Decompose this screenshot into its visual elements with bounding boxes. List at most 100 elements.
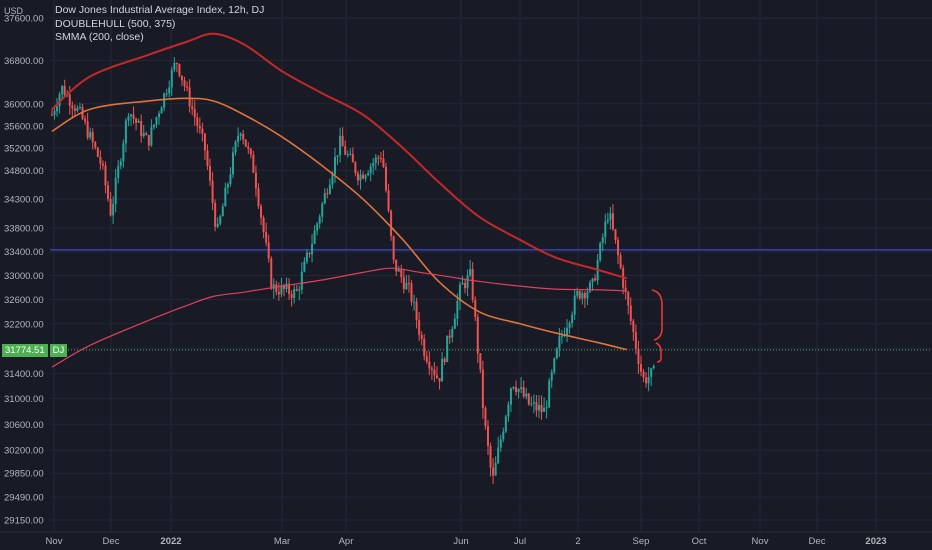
candle-body	[571, 314, 574, 324]
projection-bracket-upper	[651, 289, 663, 341]
candle-body	[68, 94, 71, 106]
candle-body	[191, 106, 194, 109]
x-tick-label: Oct	[692, 536, 707, 547]
candle-body	[433, 369, 436, 376]
candle-body	[369, 166, 372, 174]
candle-body	[76, 107, 79, 111]
candle-body	[545, 407, 548, 409]
candle-body	[591, 278, 594, 283]
candle-body	[73, 108, 76, 111]
candle-body	[300, 271, 303, 290]
candle-body	[650, 368, 653, 378]
x-tick-label: 2023	[865, 536, 886, 547]
candle-body	[145, 133, 148, 136]
indicator-line-doublehull-mid	[51, 97, 627, 351]
candle-body	[469, 268, 472, 276]
candle-body	[461, 282, 464, 285]
candle-body	[599, 243, 602, 261]
candle-body	[558, 336, 561, 349]
candle-body	[611, 213, 614, 230]
candle-body	[629, 305, 632, 321]
candlesticks	[50, 57, 655, 484]
candle-body	[578, 291, 581, 299]
candle-body	[277, 291, 280, 295]
candle-body	[466, 275, 469, 289]
indicator-smma[interactable]: SMMA (200, close)	[55, 31, 144, 43]
candle-body	[333, 156, 336, 175]
candle-body	[627, 291, 630, 306]
candle-body	[272, 284, 275, 289]
candle-body	[415, 301, 418, 321]
candle-body	[336, 155, 339, 157]
candle-body	[583, 293, 586, 299]
x-tick-label: Nov	[46, 536, 63, 547]
candle-body	[50, 114, 53, 116]
candle-body	[634, 332, 637, 349]
candle-body	[497, 447, 500, 463]
y-tick-label: 29150.00	[4, 516, 44, 527]
candle-body	[117, 165, 120, 179]
candle-body	[242, 133, 245, 140]
candle-body	[150, 127, 153, 146]
candle-body	[175, 62, 178, 65]
candle-body	[58, 94, 61, 107]
candle-body	[155, 117, 158, 125]
y-tick-label: 29850.00	[4, 469, 44, 480]
candle-body	[316, 223, 319, 231]
candle-body	[517, 388, 520, 393]
candle-body	[397, 269, 400, 272]
candle-body	[543, 407, 546, 412]
candle-body	[86, 121, 89, 138]
candle-body	[652, 366, 655, 369]
y-tick-label: 32600.00	[4, 295, 44, 306]
candle-body	[555, 348, 558, 359]
candle-body	[214, 202, 217, 227]
x-tick-label: 2022	[160, 536, 181, 547]
candle-body	[382, 158, 385, 167]
indicator-doublehull[interactable]: DOUBLEHULL (500, 375)	[55, 17, 176, 30]
candle-body	[229, 174, 232, 184]
candle-body	[305, 252, 308, 262]
candle-body	[78, 106, 81, 108]
candle-body	[379, 157, 382, 159]
candle-body	[364, 175, 367, 179]
candle-body	[441, 358, 444, 382]
candle-body	[489, 445, 492, 468]
candle-body	[606, 219, 609, 222]
candle-body	[476, 317, 479, 354]
candle-body	[313, 230, 316, 244]
candle-body	[532, 402, 535, 404]
candle-body	[252, 154, 255, 173]
x-tick-label: Sep	[633, 536, 650, 547]
candle-body	[132, 114, 135, 119]
candle-body	[525, 393, 528, 397]
candle-body	[140, 121, 143, 137]
candle-body	[63, 85, 66, 96]
candle-body	[481, 369, 484, 409]
candle-body	[180, 75, 183, 81]
candle-body	[443, 358, 446, 363]
y-tick-label: 33000.00	[4, 271, 44, 282]
y-tick-label: 36800.00	[4, 56, 44, 67]
candle-body	[560, 335, 563, 337]
candle-body	[135, 118, 138, 123]
y-axis: 37600.00 36800.00 36000.00 35600.00 35200.00…	[4, 14, 44, 527]
candle-body	[326, 193, 329, 195]
candle-body	[384, 166, 387, 191]
candle-body	[601, 237, 604, 244]
candle-body	[407, 282, 410, 284]
candle-body	[387, 190, 390, 211]
candle-body	[226, 183, 229, 188]
candle-body	[119, 161, 122, 166]
candle-body	[193, 108, 196, 118]
x-tick-label: Jul	[514, 536, 526, 547]
projection-bracket-lower	[655, 342, 662, 363]
x-tick-label: Apr	[339, 536, 354, 547]
candle-body	[198, 125, 201, 129]
candle-body	[160, 107, 163, 114]
candle-body	[280, 285, 283, 295]
candle-body	[285, 283, 288, 289]
candle-body	[413, 301, 416, 303]
